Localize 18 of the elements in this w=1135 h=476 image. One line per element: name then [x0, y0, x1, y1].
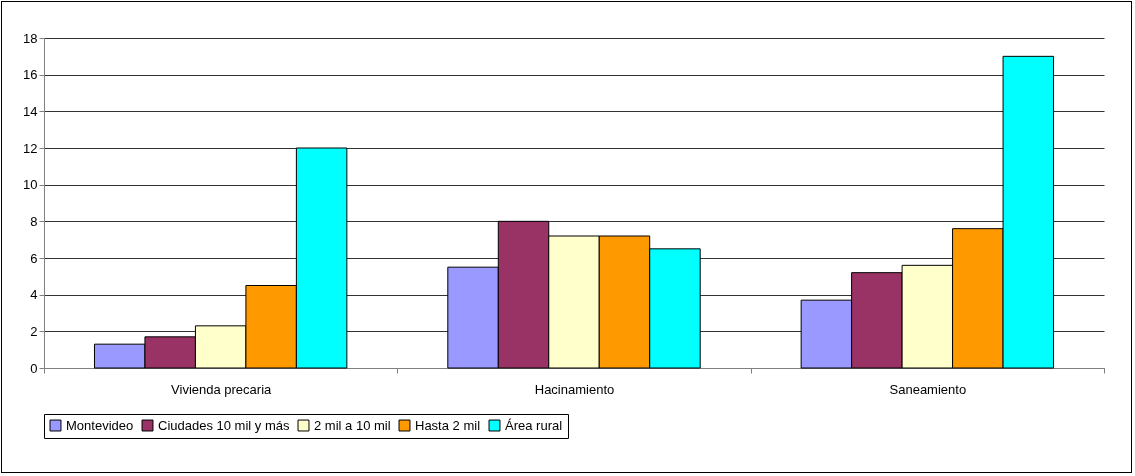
legend-label: 2 mil a 10 mil	[314, 417, 391, 433]
legend-label: Montevideo	[66, 417, 134, 433]
legend-label: Área rural	[505, 417, 563, 433]
y-tick-label: 10	[23, 177, 38, 193]
y-tick-label: 8	[30, 213, 38, 229]
legend-label: Ciudades 10 mil y más	[158, 417, 290, 433]
x-tick-label: Hacinamiento	[534, 381, 615, 397]
x-tick-label: Vivienda precaria	[171, 381, 273, 397]
y-tick-label: 14	[23, 103, 38, 119]
y-tick-label: 18	[23, 30, 38, 46]
y-tick-label: 12	[23, 140, 38, 156]
y-tick-label: 0	[30, 360, 38, 376]
legend-label: Hasta 2 mil	[415, 417, 481, 433]
y-tick-label: 16	[23, 67, 38, 83]
y-tick-label: 6	[30, 250, 38, 266]
x-tick-label: Saneamiento	[889, 381, 967, 397]
y-tick-label: 4	[30, 287, 38, 303]
y-tick-label: 2	[30, 323, 38, 339]
